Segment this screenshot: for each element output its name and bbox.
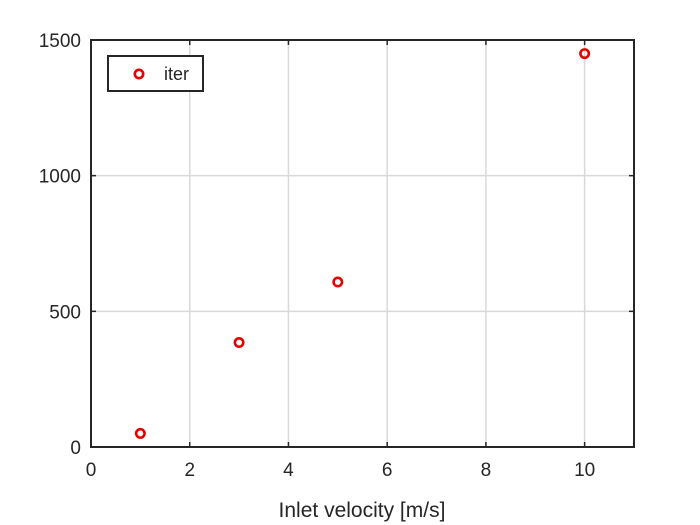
legend-label-iter: iter [164, 64, 189, 84]
x-tick-label: 6 [382, 460, 393, 481]
x-tick-label: 4 [283, 460, 294, 481]
y-tick-label: 500 [49, 302, 81, 323]
data-points [134, 48, 591, 439]
data-point-iter [579, 48, 591, 60]
y-tick-labels: 0 500 1000 1500 [39, 31, 81, 459]
x-axis-label: Inlet velocity [m/s] [279, 499, 446, 522]
x-tick-label: 10 [574, 460, 595, 481]
data-point-iter [332, 276, 344, 288]
data-point-iter [233, 337, 245, 349]
x-tick-label: 8 [481, 460, 492, 481]
legend: iter [107, 55, 204, 92]
legend-box [107, 55, 204, 92]
grid-lines [91, 40, 634, 447]
x-tick-labels: 0 2 4 6 8 10 [86, 460, 595, 481]
y-tick-label: 1000 [39, 167, 81, 188]
plot-area [91, 40, 634, 447]
y-tick-label: 0 [70, 438, 81, 459]
y-tick-label: 1500 [39, 31, 81, 52]
x-tick-label: 0 [86, 460, 97, 481]
data-point-iter [134, 427, 146, 439]
plot-frame [90, 39, 635, 448]
legend-marker-iter [133, 68, 145, 80]
x-tick-label: 2 [184, 460, 195, 481]
